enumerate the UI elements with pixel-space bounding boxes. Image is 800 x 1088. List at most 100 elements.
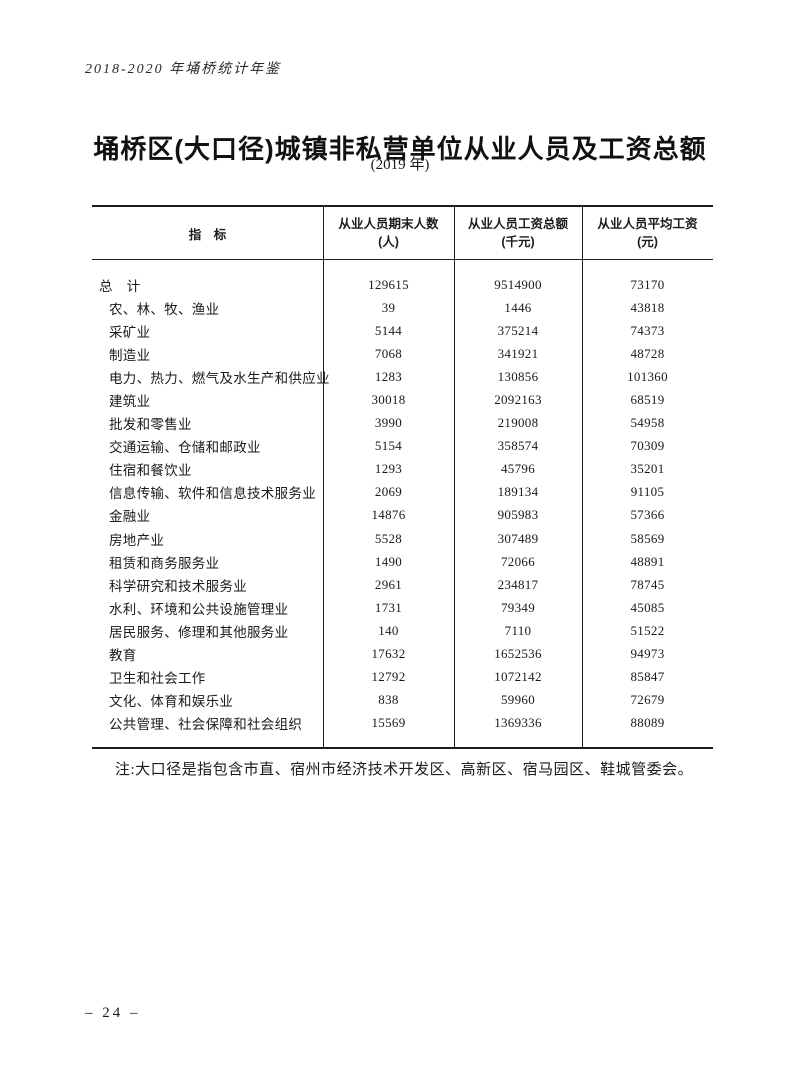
value-cell-employees: 5154 bbox=[374, 438, 403, 454]
value-cell-total-wages: 59960 bbox=[501, 692, 535, 708]
value-cell-employees: 17632 bbox=[371, 646, 406, 662]
table-row: 采矿业 5144 375214 74373 bbox=[92, 319, 713, 342]
value-cell-total-wages: 219008 bbox=[497, 415, 539, 431]
header-col-line1: 从业人员平均工资 bbox=[597, 217, 698, 231]
indicator-cell: 居民服务、修理和其他服务业 bbox=[109, 624, 289, 640]
column-divider bbox=[453, 207, 455, 747]
table-header-row: 指 标 从业人员期末人数 (人) 从业人员工资总额 (千元) 从业人员平均工资 … bbox=[92, 207, 713, 260]
value-cell-employees: 39 bbox=[381, 299, 396, 315]
header-indicator: 指 标 bbox=[188, 227, 227, 242]
running-header: 2018-2020 年埇桥统计年鉴 bbox=[85, 62, 282, 77]
value-cell-average-wage: 68519 bbox=[630, 392, 665, 408]
indicator-cell: 金融业 bbox=[109, 509, 151, 525]
value-cell-total-wages: 375214 bbox=[497, 322, 539, 338]
value-cell-total-wages: 358574 bbox=[497, 438, 539, 454]
value-cell-total-wages: 189134 bbox=[497, 484, 539, 500]
indicator-cell: 科学研究和技术服务业 bbox=[109, 578, 247, 594]
value-cell-average-wage: 45085 bbox=[630, 599, 665, 615]
indicator-cell: 批发和零售业 bbox=[109, 417, 192, 433]
value-cell-total-wages: 341921 bbox=[497, 345, 539, 361]
table-row: 农、林、牧、渔业 39 1446 43818 bbox=[92, 296, 713, 319]
table-row: 建筑业 30018 2092163 68519 bbox=[92, 388, 713, 411]
column-divider bbox=[322, 207, 324, 747]
indicator-cell: 卫生和社会工作 bbox=[109, 671, 206, 687]
column-divider bbox=[581, 207, 583, 747]
header-col-line1: 从业人员期末人数 bbox=[338, 217, 439, 231]
value-cell-total-wages: 307489 bbox=[497, 530, 539, 546]
value-cell-employees: 140 bbox=[378, 622, 399, 638]
table-row: 交通运输、仓储和邮政业 5154 358574 70309 bbox=[92, 435, 713, 458]
value-cell-employees: 1731 bbox=[374, 599, 403, 615]
value-cell-total-wages: 7110 bbox=[504, 622, 532, 638]
table-row: 总 计 129615 9514900 73170 bbox=[92, 273, 713, 296]
indicator-cell: 文化、体育和娱乐业 bbox=[109, 694, 234, 710]
table-row: 居民服务、修理和其他服务业 140 7110 51522 bbox=[92, 619, 713, 642]
value-cell-total-wages: 1072142 bbox=[494, 669, 542, 685]
footnote: 注:大口径是指包含市直、宿州市经济技术开发区、高新区、宿马园区、鞋城管委会。 bbox=[115, 762, 694, 778]
value-cell-employees: 1490 bbox=[374, 553, 403, 569]
value-cell-average-wage: 70309 bbox=[630, 438, 665, 454]
indicator-cell: 电力、热力、燃气及水生产和供应业 bbox=[109, 370, 330, 386]
indicator-cell: 住宿和餐饮业 bbox=[109, 463, 192, 479]
value-cell-average-wage: 78745 bbox=[630, 576, 665, 592]
indicator-cell: 信息传输、软件和信息技术服务业 bbox=[109, 486, 316, 502]
indicator-cell: 教育 bbox=[109, 648, 137, 664]
indicator-cell: 总 计 bbox=[99, 278, 141, 294]
statistics-table: 指 标 从业人员期末人数 (人) 从业人员工资总额 (千元) 从业人员平均工资 … bbox=[92, 205, 713, 749]
value-cell-total-wages: 130856 bbox=[497, 368, 539, 384]
value-cell-average-wage: 88089 bbox=[630, 715, 665, 731]
value-cell-average-wage: 43818 bbox=[630, 299, 665, 315]
value-cell-employees: 12792 bbox=[371, 669, 406, 685]
value-cell-total-wages: 234817 bbox=[497, 576, 539, 592]
table-row: 批发和零售业 3990 219008 54958 bbox=[92, 412, 713, 435]
value-cell-total-wages: 1446 bbox=[504, 299, 532, 315]
value-cell-average-wage: 58569 bbox=[630, 530, 665, 546]
value-cell-employees: 1293 bbox=[374, 461, 403, 477]
indicator-cell: 房地产业 bbox=[109, 532, 165, 548]
value-cell-employees: 7068 bbox=[374, 345, 403, 361]
value-cell-employees: 2069 bbox=[374, 484, 403, 500]
value-cell-average-wage: 73170 bbox=[630, 276, 665, 292]
header-col-average-wage: 从业人员平均工资 (元) bbox=[582, 215, 713, 251]
indicator-cell: 租赁和商务服务业 bbox=[109, 555, 220, 571]
table-row: 文化、体育和娱乐业 838 59960 72679 bbox=[92, 689, 713, 712]
header-col-unit: (人) bbox=[378, 235, 399, 249]
indicator-cell: 水利、环境和公共设施管理业 bbox=[109, 601, 289, 617]
value-cell-employees: 5144 bbox=[374, 322, 403, 338]
value-cell-total-wages: 905983 bbox=[497, 507, 539, 523]
table-row: 卫生和社会工作 12792 1072142 85847 bbox=[92, 666, 713, 689]
table-row: 房地产业 5528 307489 58569 bbox=[92, 527, 713, 550]
value-cell-employees: 1283 bbox=[374, 368, 403, 384]
table-row: 公共管理、社会保障和社会组织 15569 1369336 88089 bbox=[92, 712, 713, 735]
indicator-cell: 建筑业 bbox=[109, 394, 151, 410]
value-cell-employees: 2961 bbox=[374, 576, 403, 592]
table-row: 水利、环境和公共设施管理业 1731 79349 45085 bbox=[92, 596, 713, 619]
page-number: – 24 – bbox=[85, 1005, 141, 1021]
value-cell-total-wages: 45796 bbox=[501, 461, 535, 477]
table-row: 住宿和餐饮业 1293 45796 35201 bbox=[92, 458, 713, 481]
value-cell-average-wage: 48891 bbox=[630, 553, 665, 569]
value-cell-employees: 30018 bbox=[371, 392, 406, 408]
table-row: 租赁和商务服务业 1490 72066 48891 bbox=[92, 550, 713, 573]
value-cell-average-wage: 48728 bbox=[630, 345, 665, 361]
indicator-cell: 交通运输、仓储和邮政业 bbox=[109, 440, 261, 456]
page-subtitle: (2019 年) bbox=[370, 157, 430, 173]
value-cell-average-wage: 91105 bbox=[630, 484, 665, 500]
indicator-cell: 采矿业 bbox=[109, 324, 151, 340]
value-cell-average-wage: 35201 bbox=[630, 461, 665, 477]
value-cell-total-wages: 79349 bbox=[501, 599, 535, 615]
value-cell-average-wage: 54958 bbox=[630, 415, 665, 431]
value-cell-employees: 129615 bbox=[368, 276, 409, 292]
value-cell-average-wage: 101360 bbox=[627, 368, 668, 384]
page-title: 埇桥区(大口径)城镇非私营单位从业人员及工资总额 bbox=[93, 134, 707, 165]
indicator-cell: 农、林、牧、渔业 bbox=[109, 301, 220, 317]
indicator-cell: 公共管理、社会保障和社会组织 bbox=[109, 717, 303, 733]
header-col-unit: (元) bbox=[637, 235, 658, 249]
value-cell-employees: 3990 bbox=[374, 415, 403, 431]
value-cell-employees: 14876 bbox=[371, 507, 406, 523]
value-cell-total-wages: 9514900 bbox=[494, 276, 542, 292]
indicator-cell: 制造业 bbox=[109, 347, 151, 363]
table-body: 总 计 129615 9514900 73170 农、林、牧、渔业 39 144… bbox=[92, 260, 713, 747]
value-cell-average-wage: 57366 bbox=[630, 507, 665, 523]
